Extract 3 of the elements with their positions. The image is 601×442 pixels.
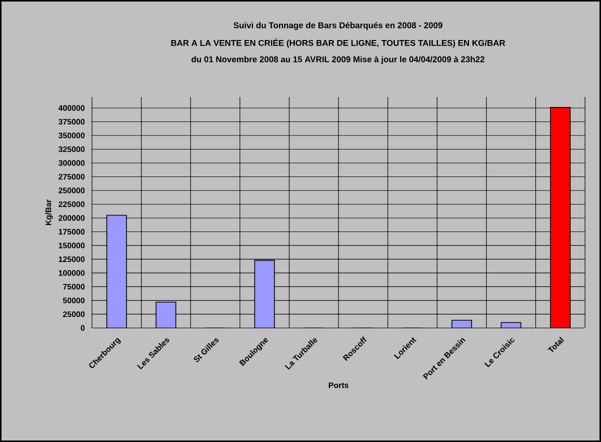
text: du 01 Novembre 2008 au 15 AVRIL 2009 Mise à jour le 04/04/2009 à 23h22: [192, 56, 484, 64]
chart-title: Suivi du Tonnage de Bars Débarqués en 2008 - 2009: [234, 22, 442, 30]
chart-subtitle: BAR A LA VENTE EN CRIÉE (HORS BAR DE LIGNE, TOUTES TAILLES) EN KG/BAR: [171, 38, 506, 48]
